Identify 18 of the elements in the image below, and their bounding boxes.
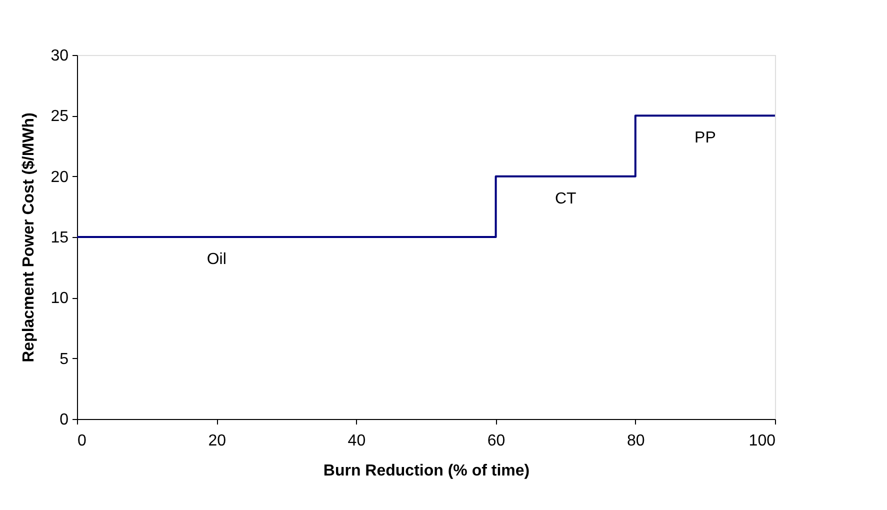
- annotation: Oil: [206, 251, 226, 268]
- annotation: CT: [554, 190, 576, 208]
- y-tick-label: 25: [50, 108, 69, 126]
- x-tick-label: 40: [348, 432, 366, 450]
- x-tick-label: 20: [208, 432, 226, 450]
- y-tick-label: 5: [60, 350, 69, 368]
- x-tick-label: 0: [78, 432, 86, 450]
- x-tick-label: 100: [748, 432, 776, 450]
- y-tick-label: 0: [60, 412, 69, 428]
- y-tick-label: 30: [50, 48, 69, 64]
- y-tick-label: 20: [50, 168, 69, 186]
- annotation: PP: [694, 130, 716, 147]
- x-tick-label: 60: [487, 432, 506, 450]
- y-tick-label: 15: [50, 230, 69, 246]
- y-axis-title: Replacment Power Cost ($/MWh): [20, 112, 38, 362]
- y-tick-label: 10: [50, 290, 69, 308]
- x-axis-title: Burn Reduction (% of time): [323, 462, 530, 480]
- x-tick-label: 80: [627, 432, 645, 450]
